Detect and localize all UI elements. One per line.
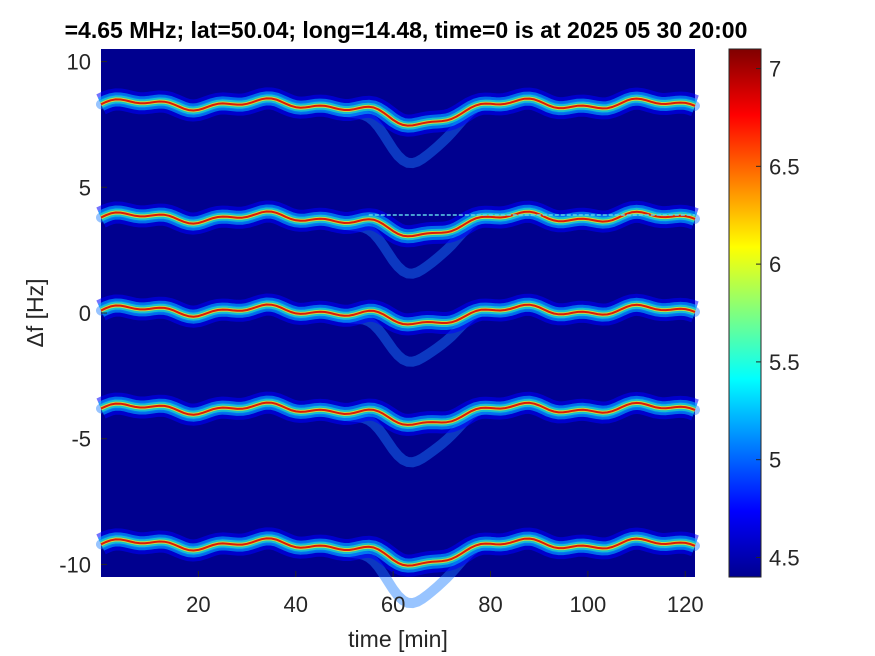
x-tick-label: 100 xyxy=(570,592,607,617)
y-tick-label: 10 xyxy=(67,50,91,75)
colorbar-tick-label: 6 xyxy=(769,252,781,277)
y-tick-label: -10 xyxy=(59,552,91,577)
frequency-band xyxy=(94,87,702,169)
frequency-band xyxy=(94,391,702,468)
colorbar-tick-label: 4.5 xyxy=(769,545,800,570)
x-tick-label: 60 xyxy=(381,592,405,617)
colorbar xyxy=(728,48,762,578)
plot-area xyxy=(94,49,702,609)
frequency-band xyxy=(94,527,702,609)
y-tick-label: 5 xyxy=(79,175,91,200)
band-trace xyxy=(100,537,696,567)
x-axis-label: time [min] xyxy=(348,626,448,652)
band-trace xyxy=(100,401,696,426)
y-tick-label: -5 xyxy=(71,427,91,452)
y-axis-label: Δf [Hz] xyxy=(22,278,48,347)
x-tick-label: 80 xyxy=(478,592,502,617)
x-tick-label: 20 xyxy=(186,592,210,617)
band-trace xyxy=(100,303,696,326)
colorbar-tick-label: 7 xyxy=(769,57,781,82)
colorbar-ticks: 4.5 5 5.5 6 6.5 7 xyxy=(756,57,800,570)
colorbar-tick-label: 5 xyxy=(769,448,781,473)
x-tick-label: 120 xyxy=(667,592,704,617)
y-axis-ticks: -10 -5 0 5 10 xyxy=(59,50,107,577)
x-tick-label: 40 xyxy=(284,592,308,617)
x-axis-ticks: 20 40 60 80 100 120 xyxy=(186,571,704,617)
band-trace xyxy=(100,210,696,238)
y-tick-label: 0 xyxy=(79,301,91,326)
frequency-band xyxy=(94,293,702,367)
band-trace xyxy=(100,97,696,127)
colorbar-tick-label: 6.5 xyxy=(769,154,800,179)
frequency-bands xyxy=(94,87,702,609)
frequency-band xyxy=(94,200,702,279)
colorbar-tick-label: 5.5 xyxy=(769,350,800,375)
chart-title: =4.65 MHz; lat=50.04; long=14.48, time=0… xyxy=(65,17,748,43)
